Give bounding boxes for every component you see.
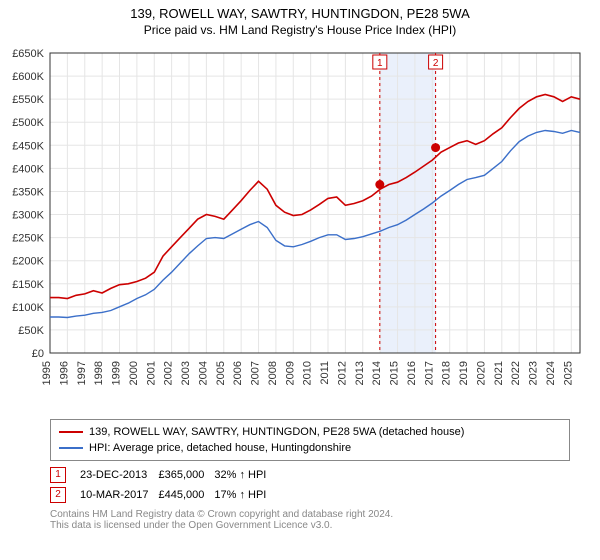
chart-series-hpi	[50, 131, 580, 318]
svg-text:2023: 2023	[528, 361, 540, 385]
legend-label-property: 139, ROWELL WAY, SAWTRY, HUNTINGDON, PE2…	[89, 424, 464, 440]
svg-text:1996: 1996	[58, 361, 70, 385]
svg-text:£550K: £550K	[12, 94, 44, 106]
svg-text:2015: 2015	[389, 361, 401, 385]
sale-marker-badge: 1	[50, 467, 66, 483]
sale-date: 10-MAR-2017	[80, 485, 158, 505]
legend-item-hpi: HPI: Average price, detached house, Hunt…	[59, 440, 561, 456]
svg-text:1: 1	[377, 58, 383, 69]
svg-text:2016: 2016	[406, 361, 418, 385]
svg-text:1999: 1999	[111, 361, 123, 385]
sale-diff: 32% ↑ HPI	[214, 465, 276, 485]
svg-text:2009: 2009	[284, 361, 296, 385]
legend-swatch-hpi	[59, 447, 83, 449]
svg-text:2011: 2011	[319, 361, 331, 385]
svg-text:2010: 2010	[302, 361, 314, 385]
sales-row: 1 23-DEC-2013£365,00032% ↑ HPI	[50, 465, 276, 485]
footer-line2: This data is licensed under the Open Gov…	[50, 520, 570, 531]
svg-text:2021: 2021	[493, 361, 505, 385]
svg-text:£450K: £450K	[12, 140, 44, 152]
svg-text:2014: 2014	[371, 361, 383, 385]
sale-price: £365,000	[158, 465, 214, 485]
svg-text:2008: 2008	[267, 361, 279, 385]
chart-shaded-range	[380, 53, 436, 353]
chart-sale-marker	[375, 180, 384, 189]
svg-text:£0: £0	[32, 348, 44, 360]
svg-text:2007: 2007	[250, 361, 262, 385]
svg-text:£650K: £650K	[12, 48, 44, 60]
footer-text: Contains HM Land Registry data © Crown c…	[50, 509, 570, 531]
svg-text:£200K: £200K	[12, 256, 44, 268]
svg-text:2017: 2017	[423, 361, 435, 385]
chart-sale-marker	[431, 143, 440, 152]
svg-text:2003: 2003	[180, 361, 192, 385]
svg-text:1995: 1995	[41, 361, 53, 385]
svg-text:£100K: £100K	[12, 302, 44, 314]
svg-text:2022: 2022	[510, 361, 522, 385]
svg-text:2000: 2000	[128, 361, 140, 385]
svg-text:£600K: £600K	[12, 71, 44, 83]
svg-text:2025: 2025	[562, 361, 574, 385]
svg-text:1997: 1997	[76, 361, 88, 385]
page-subtitle: Price paid vs. HM Land Registry's House …	[0, 23, 600, 37]
svg-text:1998: 1998	[93, 361, 105, 385]
svg-text:2024: 2024	[545, 361, 557, 385]
chart-series-property	[50, 95, 580, 299]
sales-table: 1 23-DEC-2013£365,00032% ↑ HPI 2 10-MAR-201…	[50, 465, 570, 505]
svg-text:2019: 2019	[458, 361, 470, 385]
svg-text:2002: 2002	[163, 361, 175, 385]
svg-text:£500K: £500K	[12, 117, 44, 129]
svg-text:£250K: £250K	[12, 233, 44, 245]
sale-price: £445,000	[158, 485, 214, 505]
svg-text:£300K: £300K	[12, 210, 44, 222]
page-title: 139, ROWELL WAY, SAWTRY, HUNTINGDON, PE2…	[0, 6, 600, 21]
svg-text:2001: 2001	[145, 361, 157, 385]
svg-text:£400K: £400K	[12, 163, 44, 175]
legend-label-hpi: HPI: Average price, detached house, Hunt…	[89, 440, 351, 456]
sales-row: 2 10-MAR-2017£445,00017% ↑ HPI	[50, 485, 276, 505]
sale-diff: 17% ↑ HPI	[214, 485, 276, 505]
price-chart: £0 £50K £100K £150K £200K £250K £300K £350K £400…	[0, 43, 600, 413]
legend-swatch-property	[59, 431, 83, 433]
svg-text:2018: 2018	[441, 361, 453, 385]
svg-text:2005: 2005	[215, 361, 227, 385]
svg-text:2006: 2006	[232, 361, 244, 385]
svg-text:2020: 2020	[475, 361, 487, 385]
legend: 139, ROWELL WAY, SAWTRY, HUNTINGDON, PE2…	[50, 419, 570, 461]
svg-text:2013: 2013	[354, 361, 366, 385]
svg-text:2004: 2004	[197, 361, 209, 385]
legend-item-property: 139, ROWELL WAY, SAWTRY, HUNTINGDON, PE2…	[59, 424, 561, 440]
svg-text:£50K: £50K	[18, 325, 44, 337]
svg-text:£150K: £150K	[12, 279, 44, 291]
footer-line1: Contains HM Land Registry data © Crown c…	[50, 509, 570, 520]
svg-text:£350K: £350K	[12, 186, 44, 198]
svg-text:2: 2	[433, 58, 439, 69]
svg-text:2012: 2012	[336, 361, 348, 385]
sale-marker-badge: 2	[50, 487, 66, 503]
sale-date: 23-DEC-2013	[80, 465, 158, 485]
